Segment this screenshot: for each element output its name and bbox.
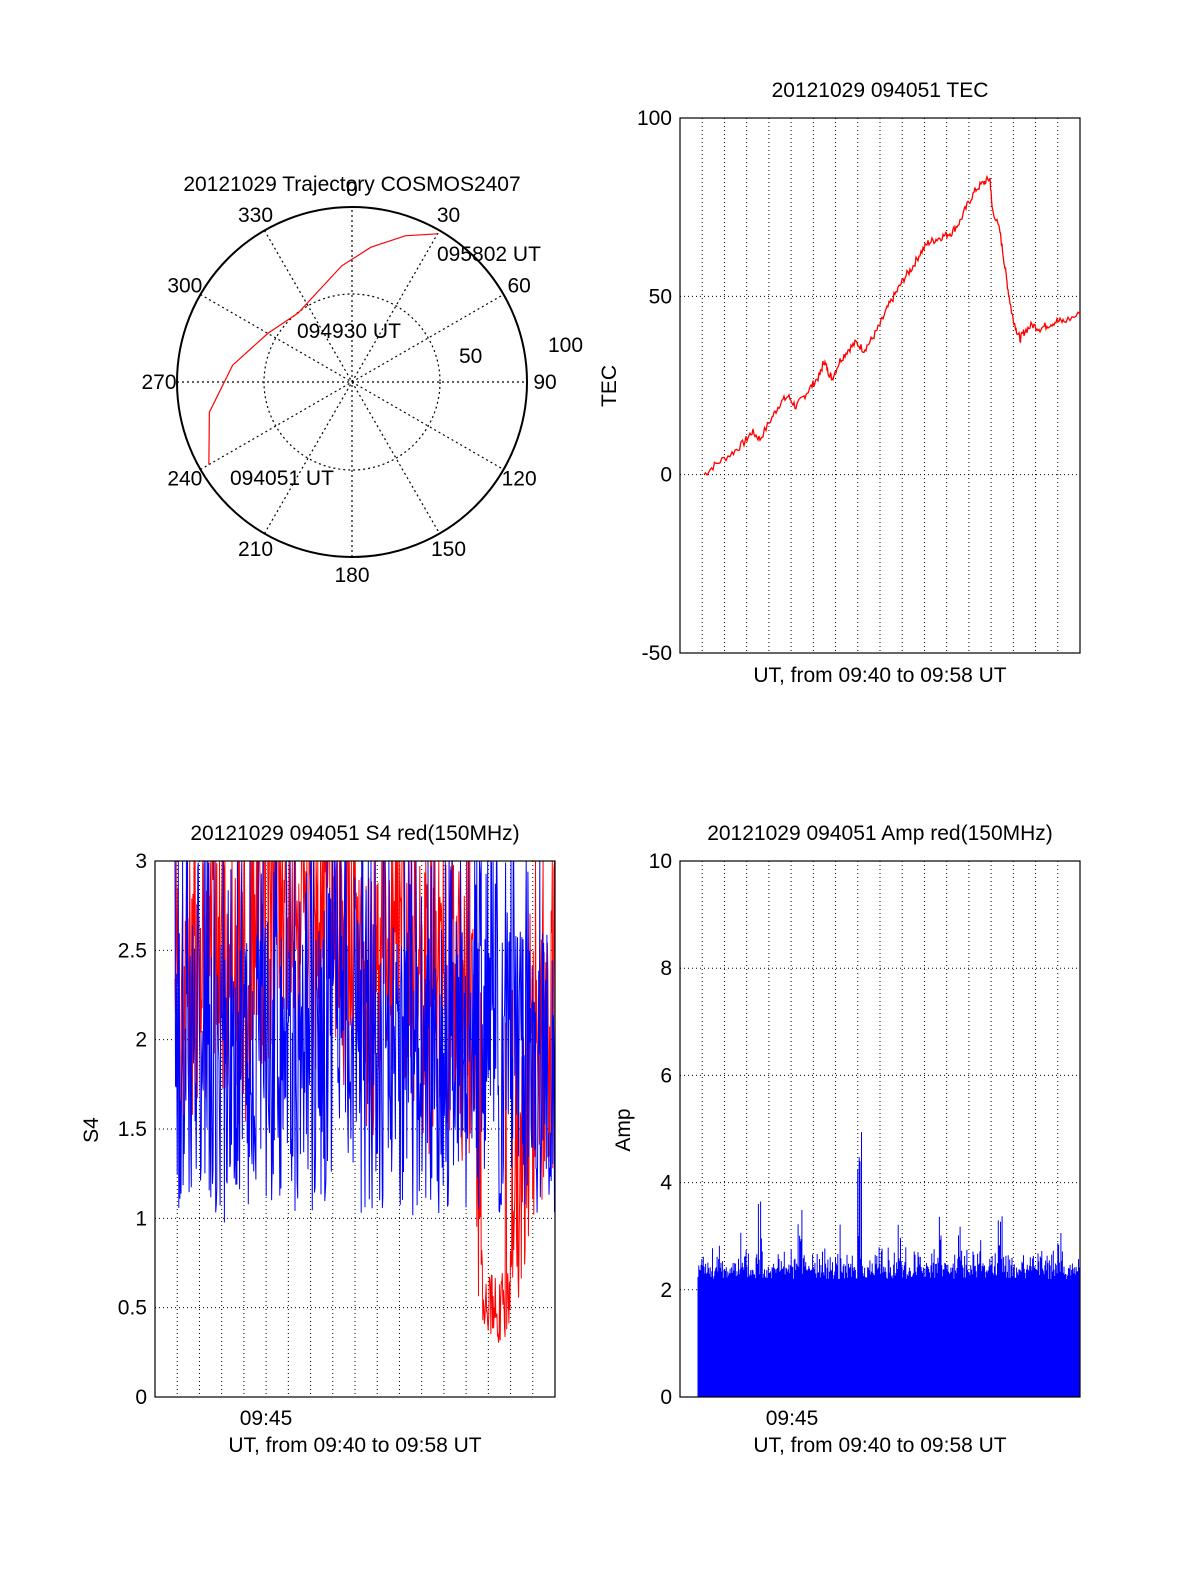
polar-angle-label: 0 (346, 178, 358, 201)
s4-plot-frame (154, 860, 556, 1398)
polar-angle-label: 90 (533, 371, 556, 394)
polar-angle-label: 150 (431, 538, 466, 561)
amp-chart: 20121029 094051 Amp red(150MHz) 1086420 … (612, 822, 1081, 1457)
y-tick-label: 50 (649, 285, 672, 308)
y-tick-label: 2.5 (118, 939, 147, 962)
polar-spoke (263, 230, 441, 534)
polar-radial-label-50: 50 (459, 345, 482, 368)
y-tick-label: 0 (660, 464, 672, 487)
s4-y-tick-labels: 3 2.5 2 1.5 1 0.5 0 (118, 850, 147, 1409)
tec-chart: 20121029 094051 TEC 100 50 0 -50 TEC UT, fr… (598, 79, 1081, 687)
amp-x-tick-label: 09:45 (766, 1407, 819, 1430)
y-tick-label: 0.5 (118, 1297, 147, 1320)
y-tick-label: 6 (660, 1064, 672, 1087)
trajectory-line (208, 233, 438, 465)
polar-trajectory-chart: 20121029 Trajectory COSMOS2407 0 30 60 90 12… (141, 173, 583, 587)
annotation-end-time: 095802 UT (437, 243, 541, 266)
y-tick-label: 3 (135, 850, 147, 873)
amp-series (697, 1132, 1081, 1397)
polar-angle-label: 330 (238, 204, 273, 227)
tec-title: 20121029 094051 TEC (772, 79, 989, 102)
y-tick-label: 100 (637, 107, 672, 130)
polar-radial-label-100: 100 (548, 334, 583, 357)
polar-angle-label: 300 (167, 275, 202, 298)
s4-x-axis-label: UT, from 09:40 to 09:58 UT (228, 1434, 481, 1457)
y-tick-label: 1.5 (118, 1118, 147, 1141)
tec-plot-frame (679, 117, 1081, 654)
s4-y-axis-label: S4 (80, 1117, 103, 1143)
tec-y-tick-labels: 100 50 0 -50 (637, 107, 672, 665)
y-tick-label: 10 (649, 850, 672, 873)
s4-title: 20121029 094051 S4 red(150MHz) (190, 822, 519, 845)
polar-angle-label: 210 (238, 538, 273, 561)
annotation-mid-time: 094930 UT (297, 320, 401, 343)
tec-y-axis-label: TEC (598, 365, 621, 407)
polar-angle-label: 120 (502, 468, 537, 491)
polar-title: 20121029 Trajectory COSMOS2407 (183, 173, 520, 196)
s4-blue-series (174, 860, 556, 1223)
amp-plot-frame (679, 860, 1081, 1398)
s4-chart: 20121029 094051 S4 red(150MHz) 3 2.5 2 1.5 1… (80, 822, 556, 1457)
y-tick-label: 8 (660, 957, 672, 980)
s4-series (174, 860, 556, 1343)
amp-y-axis-label: Amp (612, 1108, 635, 1151)
y-tick-label: 1 (135, 1207, 147, 1230)
amp-y-tick-labels: 10 8 6 4 2 0 (649, 850, 673, 1409)
polar-angle-label: 180 (334, 564, 369, 587)
s4-x-tick-label: 09:45 (240, 1407, 293, 1430)
polar-angle-label: 30 (437, 204, 460, 227)
polar-spokes (177, 207, 527, 557)
y-tick-label: -50 (642, 642, 672, 665)
polar-angle-label: 60 (507, 275, 530, 298)
y-tick-label: 4 (660, 1172, 672, 1195)
annotation-start-time: 094051 UT (230, 467, 334, 490)
y-tick-label: 2 (135, 1029, 147, 1052)
polar-angle-label: 270 (141, 371, 176, 394)
y-tick-label: 0 (660, 1386, 672, 1409)
amp-x-axis-label: UT, from 09:40 to 09:58 UT (753, 1434, 1006, 1457)
tec-series-line (703, 174, 1081, 477)
polar-angle-labels: 0 30 60 90 120 150 180 210 240 270 300 330 (141, 178, 556, 587)
amp-title: 20121029 094051 Amp red(150MHz) (707, 822, 1053, 845)
tec-x-axis-label: UT, from 09:40 to 09:58 UT (753, 664, 1006, 687)
tec-grid (680, 118, 1080, 653)
amp-blue-series (697, 1132, 1081, 1397)
y-tick-label: 0 (135, 1386, 147, 1409)
polar-angle-label: 240 (167, 468, 202, 491)
y-tick-label: 2 (660, 1279, 672, 1302)
